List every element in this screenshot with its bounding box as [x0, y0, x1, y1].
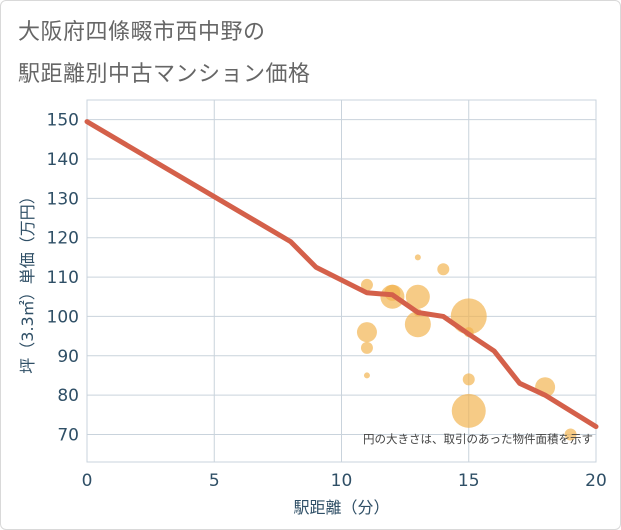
y-tick-label: 130 — [47, 189, 79, 209]
x-tick-label: 5 — [209, 471, 220, 491]
x-tick-label: 10 — [331, 471, 353, 491]
trend-line — [84, 119, 599, 430]
scatter-point — [462, 373, 475, 386]
y-tick-label: 80 — [57, 386, 79, 406]
scatter-point — [360, 278, 373, 291]
x-tick-label: 0 — [82, 471, 93, 491]
y-tick-label: 90 — [57, 347, 79, 367]
scatter-point — [414, 254, 421, 261]
scatter-point — [360, 341, 373, 354]
y-tick-label: 100 — [47, 307, 79, 327]
scatter-point — [451, 393, 486, 428]
y-tick-label: 120 — [47, 229, 79, 249]
scatter-point — [356, 322, 377, 343]
bubble-size-note: 円の大きさは、取引のあった物件面積を示す — [363, 432, 593, 446]
y-tick-label: 140 — [47, 150, 79, 170]
chart-title-line2: 駅距離別中古マンション価格 — [18, 62, 311, 87]
scatter-point — [404, 311, 431, 338]
x-tick-label: 20 — [585, 471, 607, 491]
y-axis-label: 坪（3.3㎡）単価（万円） — [18, 188, 37, 373]
x-axis-label: 駅距離（分） — [293, 498, 389, 517]
y-tick-label: 110 — [47, 268, 79, 288]
scatter-point — [363, 372, 370, 379]
chart-title-line1: 大阪府四條畷市西中野の — [18, 20, 266, 45]
plot-border — [86, 99, 597, 463]
scatter-point — [437, 263, 450, 276]
scatter-point — [405, 284, 430, 309]
scatter-point — [564, 428, 577, 441]
y-tick-label: 150 — [47, 111, 79, 131]
y-tick-label: 70 — [57, 425, 79, 445]
x-tick-label: 15 — [458, 471, 480, 491]
